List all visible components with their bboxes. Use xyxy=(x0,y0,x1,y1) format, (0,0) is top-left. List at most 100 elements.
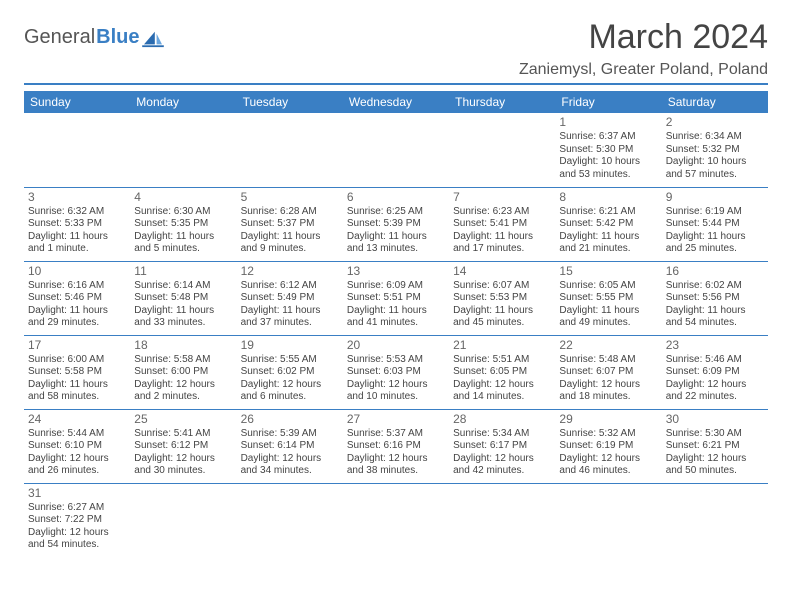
sunset-line: Sunset: 5:41 PM xyxy=(453,218,551,231)
day-number: 31 xyxy=(28,486,126,501)
sunrise-line: Sunrise: 6:12 AM xyxy=(241,280,339,293)
sunset-line: Sunset: 5:33 PM xyxy=(28,218,126,231)
calendar-cell xyxy=(449,483,555,557)
calendar-cell: 19Sunrise: 5:55 AMSunset: 6:02 PMDayligh… xyxy=(237,335,343,409)
sunset-line: Sunset: 5:51 PM xyxy=(347,292,445,305)
calendar-cell: 21Sunrise: 5:51 AMSunset: 6:05 PMDayligh… xyxy=(449,335,555,409)
sunrise-line: Sunrise: 6:30 AM xyxy=(134,206,232,219)
day-number: 7 xyxy=(453,190,551,205)
calendar-cell: 10Sunrise: 6:16 AMSunset: 5:46 PMDayligh… xyxy=(24,261,130,335)
weekday-header: Wednesday xyxy=(343,91,449,113)
sunset-line: Sunset: 6:07 PM xyxy=(559,366,657,379)
calendar-cell: 1Sunrise: 6:37 AMSunset: 5:30 PMDaylight… xyxy=(555,113,661,187)
day-number: 30 xyxy=(666,412,764,427)
sunset-line: Sunset: 6:00 PM xyxy=(134,366,232,379)
sunset-line: Sunset: 5:35 PM xyxy=(134,218,232,231)
weekday-header: Thursday xyxy=(449,91,555,113)
day-number: 26 xyxy=(241,412,339,427)
sunrise-line: Sunrise: 5:55 AM xyxy=(241,354,339,367)
calendar-cell: 5Sunrise: 6:28 AMSunset: 5:37 PMDaylight… xyxy=(237,187,343,261)
sunset-line: Sunset: 5:55 PM xyxy=(559,292,657,305)
sunset-line: Sunset: 6:09 PM xyxy=(666,366,764,379)
sunrise-line: Sunrise: 5:34 AM xyxy=(453,428,551,441)
calendar-cell xyxy=(237,113,343,187)
sunset-line: Sunset: 6:10 PM xyxy=(28,440,126,453)
weekday-header-row: Sunday Monday Tuesday Wednesday Thursday… xyxy=(24,91,768,113)
day-number: 19 xyxy=(241,338,339,353)
calendar-cell xyxy=(130,113,236,187)
logo-text-blue: Blue xyxy=(96,26,139,49)
sunset-line: Sunset: 5:39 PM xyxy=(347,218,445,231)
day-number: 24 xyxy=(28,412,126,427)
daylight-line: Daylight: 11 hours and 13 minutes. xyxy=(347,231,445,256)
daylight-line: Daylight: 11 hours and 9 minutes. xyxy=(241,231,339,256)
daylight-line: Daylight: 11 hours and 37 minutes. xyxy=(241,305,339,330)
day-number: 5 xyxy=(241,190,339,205)
calendar-cell: 16Sunrise: 6:02 AMSunset: 5:56 PMDayligh… xyxy=(662,261,768,335)
sunrise-line: Sunrise: 6:28 AM xyxy=(241,206,339,219)
daylight-line: Daylight: 11 hours and 17 minutes. xyxy=(453,231,551,256)
daylight-line: Daylight: 11 hours and 49 minutes. xyxy=(559,305,657,330)
daylight-line: Daylight: 12 hours and 50 minutes. xyxy=(666,453,764,478)
sunset-line: Sunset: 6:02 PM xyxy=(241,366,339,379)
daylight-line: Daylight: 12 hours and 2 minutes. xyxy=(134,379,232,404)
day-number: 21 xyxy=(453,338,551,353)
calendar-cell: 14Sunrise: 6:07 AMSunset: 5:53 PMDayligh… xyxy=(449,261,555,335)
daylight-line: Daylight: 12 hours and 18 minutes. xyxy=(559,379,657,404)
daylight-line: Daylight: 11 hours and 5 minutes. xyxy=(134,231,232,256)
calendar-cell: 13Sunrise: 6:09 AMSunset: 5:51 PMDayligh… xyxy=(343,261,449,335)
daylight-line: Daylight: 12 hours and 6 minutes. xyxy=(241,379,339,404)
sunrise-line: Sunrise: 5:48 AM xyxy=(559,354,657,367)
sunrise-line: Sunrise: 6:25 AM xyxy=(347,206,445,219)
sunrise-line: Sunrise: 6:16 AM xyxy=(28,280,126,293)
calendar-cell: 18Sunrise: 5:58 AMSunset: 6:00 PMDayligh… xyxy=(130,335,236,409)
daylight-line: Daylight: 11 hours and 54 minutes. xyxy=(666,305,764,330)
calendar-table: Sunday Monday Tuesday Wednesday Thursday… xyxy=(24,91,768,557)
calendar-cell: 7Sunrise: 6:23 AMSunset: 5:41 PMDaylight… xyxy=(449,187,555,261)
calendar-cell: 26Sunrise: 5:39 AMSunset: 6:14 PMDayligh… xyxy=(237,409,343,483)
day-number: 13 xyxy=(347,264,445,279)
sunset-line: Sunset: 5:53 PM xyxy=(453,292,551,305)
weekday-header: Friday xyxy=(555,91,661,113)
sunrise-line: Sunrise: 6:02 AM xyxy=(666,280,764,293)
sunrise-line: Sunrise: 5:39 AM xyxy=(241,428,339,441)
daylight-line: Daylight: 12 hours and 22 minutes. xyxy=(666,379,764,404)
day-number: 16 xyxy=(666,264,764,279)
sunrise-line: Sunrise: 5:32 AM xyxy=(559,428,657,441)
sunset-line: Sunset: 5:32 PM xyxy=(666,144,764,157)
day-number: 12 xyxy=(241,264,339,279)
calendar-cell: 4Sunrise: 6:30 AMSunset: 5:35 PMDaylight… xyxy=(130,187,236,261)
day-number: 29 xyxy=(559,412,657,427)
daylight-line: Daylight: 11 hours and 33 minutes. xyxy=(134,305,232,330)
day-number: 27 xyxy=(347,412,445,427)
sunrise-line: Sunrise: 6:27 AM xyxy=(28,502,126,515)
day-number: 2 xyxy=(666,115,764,130)
day-number: 15 xyxy=(559,264,657,279)
sunrise-line: Sunrise: 5:37 AM xyxy=(347,428,445,441)
sunset-line: Sunset: 6:17 PM xyxy=(453,440,551,453)
daylight-line: Daylight: 11 hours and 41 minutes. xyxy=(347,305,445,330)
sunset-line: Sunset: 5:58 PM xyxy=(28,366,126,379)
daylight-line: Daylight: 12 hours and 42 minutes. xyxy=(453,453,551,478)
sunrise-line: Sunrise: 5:44 AM xyxy=(28,428,126,441)
day-number: 28 xyxy=(453,412,551,427)
daylight-line: Daylight: 12 hours and 14 minutes. xyxy=(453,379,551,404)
sunrise-line: Sunrise: 6:37 AM xyxy=(559,131,657,144)
sunset-line: Sunset: 5:44 PM xyxy=(666,218,764,231)
sunrise-line: Sunrise: 6:19 AM xyxy=(666,206,764,219)
day-number: 23 xyxy=(666,338,764,353)
sunrise-line: Sunrise: 6:00 AM xyxy=(28,354,126,367)
sunset-line: Sunset: 5:46 PM xyxy=(28,292,126,305)
calendar-cell: 3Sunrise: 6:32 AMSunset: 5:33 PMDaylight… xyxy=(24,187,130,261)
logo: GeneralBlue xyxy=(24,18,164,49)
calendar-cell: 27Sunrise: 5:37 AMSunset: 6:16 PMDayligh… xyxy=(343,409,449,483)
sunset-line: Sunset: 6:14 PM xyxy=(241,440,339,453)
sunset-line: Sunset: 6:19 PM xyxy=(559,440,657,453)
calendar-cell: 28Sunrise: 5:34 AMSunset: 6:17 PMDayligh… xyxy=(449,409,555,483)
daylight-line: Daylight: 11 hours and 25 minutes. xyxy=(666,231,764,256)
calendar-cell: 15Sunrise: 6:05 AMSunset: 5:55 PMDayligh… xyxy=(555,261,661,335)
daylight-line: Daylight: 11 hours and 58 minutes. xyxy=(28,379,126,404)
calendar-week-row: 3Sunrise: 6:32 AMSunset: 5:33 PMDaylight… xyxy=(24,187,768,261)
sunrise-line: Sunrise: 6:14 AM xyxy=(134,280,232,293)
calendar-cell: 12Sunrise: 6:12 AMSunset: 5:49 PMDayligh… xyxy=(237,261,343,335)
